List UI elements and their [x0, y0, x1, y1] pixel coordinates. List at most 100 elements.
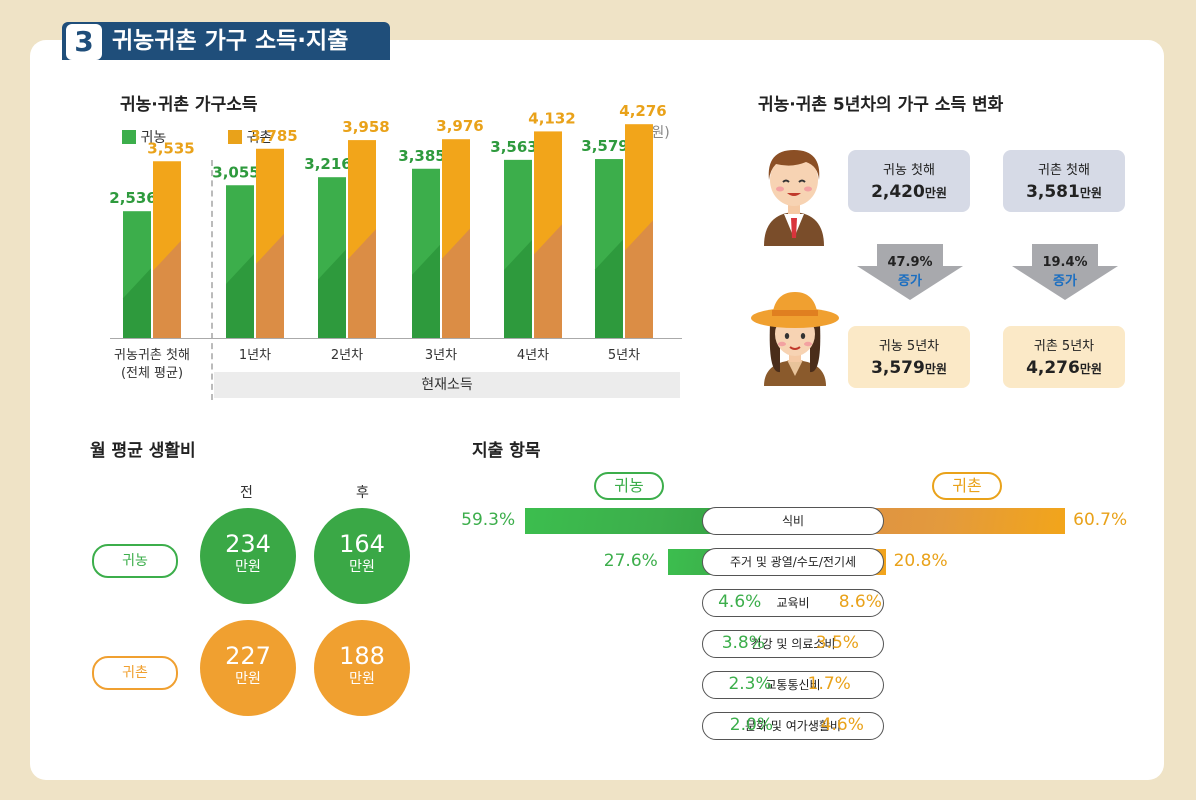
farm-before-circle: 234 만원 — [200, 508, 296, 604]
category-label-4: 4년차 — [517, 348, 549, 363]
rural-first-unit: 만원 — [1079, 186, 1102, 200]
bar-label-farm-0: 2,536 — [109, 189, 156, 207]
expense-farm-percent: 27.6% — [603, 551, 658, 571]
income-chart-title: 귀농·귀촌 가구소득 — [120, 95, 258, 115]
bar-shade-rural-0 — [153, 240, 181, 338]
living-title: 월 평균 생활비 — [90, 441, 196, 461]
farm-year5-unit: 만원 — [924, 362, 947, 376]
farm-first-year-box: 귀농 첫해 2,420만원 — [848, 150, 970, 212]
rural-year5-box: 귀촌 5년차 4,276만원 — [1003, 326, 1125, 388]
rural-increase-rate: 19.4% — [1042, 255, 1088, 270]
living-farm-label: 귀농 — [92, 544, 178, 578]
farm-after-circle: 164 만원 — [314, 508, 410, 604]
farm-first-label: 귀농 첫해 — [883, 163, 935, 178]
bar-label-farm-2: 3,216 — [304, 155, 351, 173]
rural-after-unit: 만원 — [349, 671, 375, 687]
expense-farm-percent: 59.3% — [461, 510, 516, 530]
farm-increase-arrow-icon — [857, 244, 963, 300]
farm-year5-label: 귀농 5년차 — [878, 339, 940, 354]
legend-farm-swatch — [122, 130, 136, 144]
farm-before-unit: 만원 — [235, 559, 261, 575]
income-bar-chart: 2,536 3,535 귀농귀촌 첫해 (전체 평균) 3,055 3,785 1년차 3,2… — [109, 102, 666, 381]
farm-year5-box: 귀농 5년차 3,579만원 — [848, 326, 970, 388]
section-number: 3 — [66, 24, 102, 60]
bar-shade-farm-3 — [412, 244, 440, 338]
bar-label-rural-2: 3,958 — [342, 118, 389, 136]
expense-rural-label: 귀촌 — [932, 472, 1002, 500]
category-label-3: 3년차 — [425, 348, 457, 363]
bar-label-rural-0: 3,535 — [147, 139, 194, 157]
expense-rural-percent: 3.5% — [815, 633, 859, 653]
rural-before-circle: 227 만원 — [200, 620, 296, 716]
bar-label-rural-5: 4,276 — [619, 102, 666, 120]
expense-rural-percent: 4.6% — [820, 715, 864, 735]
change-title: 귀농·귀촌 5년차의 가구 소득 변화 — [758, 95, 1004, 115]
bar-shade-farm-1 — [226, 253, 254, 338]
before-header: 전 — [240, 485, 253, 501]
rural-increase-arrow-icon — [1012, 244, 1118, 300]
bar-shade-farm-2 — [318, 249, 346, 338]
bar-shade-rural-2 — [348, 229, 376, 338]
rural-year5-unit: 만원 — [1079, 362, 1102, 376]
current-income-band: 현재소득 — [214, 372, 680, 398]
rural-first-label: 귀촌 첫해 — [1038, 163, 1090, 178]
rural-before-value: 227 — [225, 642, 271, 670]
chart-baseline — [110, 338, 682, 339]
bar-label-farm-1: 3,055 — [212, 163, 259, 181]
farm-increase-text: 47.9% 증가 — [860, 255, 960, 289]
farm-after-unit: 만원 — [349, 559, 375, 575]
rural-increase-word: 증가 — [1053, 274, 1077, 289]
legend-farm-label: 귀농 — [140, 130, 167, 146]
expense-item-label: 주거 및 광열/수도/전기세 — [702, 548, 884, 576]
rural-increase-text: 19.4% 증가 — [1015, 255, 1115, 289]
bar-label-rural-4: 4,132 — [528, 109, 575, 127]
bar-shade-rural-1 — [256, 233, 284, 338]
bar-shade-rural-5 — [625, 220, 653, 338]
expense-farm-percent: 2.3% — [728, 674, 772, 694]
section-title: 귀농귀촌 가구 소득·지출 — [112, 28, 349, 54]
farm-increase-word: 증가 — [898, 274, 922, 289]
bar-label-rural-1: 3,785 — [250, 127, 297, 145]
farm-first-unit: 만원 — [924, 186, 947, 200]
farm-first-value: 2,420 — [871, 182, 925, 202]
rural-first-amount: 3,581만원 — [1003, 182, 1125, 202]
expense-item-label: 교통통신비 — [702, 671, 884, 699]
expense-rural-percent: 8.6% — [838, 592, 882, 612]
expense-farm-percent: 4.6% — [718, 592, 762, 612]
farm-before-value: 234 — [225, 530, 271, 558]
category-label-5: 5년차 — [608, 348, 640, 363]
expense-farm-percent: 2.0% — [729, 715, 773, 735]
expense-item-label: 식비 — [702, 507, 884, 535]
rural-after-circle: 188 만원 — [314, 620, 410, 716]
bar-shade-rural-3 — [442, 228, 470, 338]
bar-label-farm-3: 3,385 — [398, 147, 445, 165]
expense-item-label: 건강 및 의료소비 — [702, 630, 884, 658]
expense-rural-percent: 1.7% — [807, 674, 851, 694]
farmer-avatar-icon — [751, 292, 839, 386]
farm-increase-rate: 47.9% — [887, 255, 933, 270]
rural-year5-label: 귀촌 5년차 — [1033, 339, 1095, 354]
rural-year5-amount: 4,276만원 — [1003, 358, 1125, 378]
expense-item-label: 문화 및 여가생활비 — [702, 712, 884, 740]
rural-year5-value: 4,276 — [1026, 358, 1080, 378]
bar-label-farm-5: 3,579 — [581, 137, 628, 155]
category-label-2: 2년차 — [331, 348, 363, 363]
farm-first-amount: 2,420만원 — [848, 182, 970, 202]
expense-rural-percent: 60.7% — [1073, 510, 1128, 530]
expense-item-label: 교육비 — [702, 589, 884, 617]
expense-farm-percent: 3.8% — [721, 633, 765, 653]
man-avatar-icon — [764, 150, 824, 246]
farm-year5-value: 3,579 — [871, 358, 925, 378]
category-label-0-line2: (전체 평균) — [121, 366, 183, 381]
rural-after-value: 188 — [339, 642, 385, 670]
section-title-tab — [62, 22, 390, 60]
rural-first-year-box: 귀촌 첫해 3,581만원 — [1003, 150, 1125, 212]
bar-shade-farm-5 — [595, 239, 623, 338]
rural-before-unit: 만원 — [235, 671, 261, 687]
legend-rural: 귀촌 — [228, 127, 272, 147]
category-label-0: 귀농귀촌 첫해 — [114, 348, 190, 363]
bar-label-rural-3: 3,976 — [436, 117, 483, 135]
bar-shade-farm-0 — [123, 268, 151, 338]
legend-rural-label: 귀촌 — [246, 130, 273, 146]
legend-rural-swatch — [228, 130, 242, 144]
